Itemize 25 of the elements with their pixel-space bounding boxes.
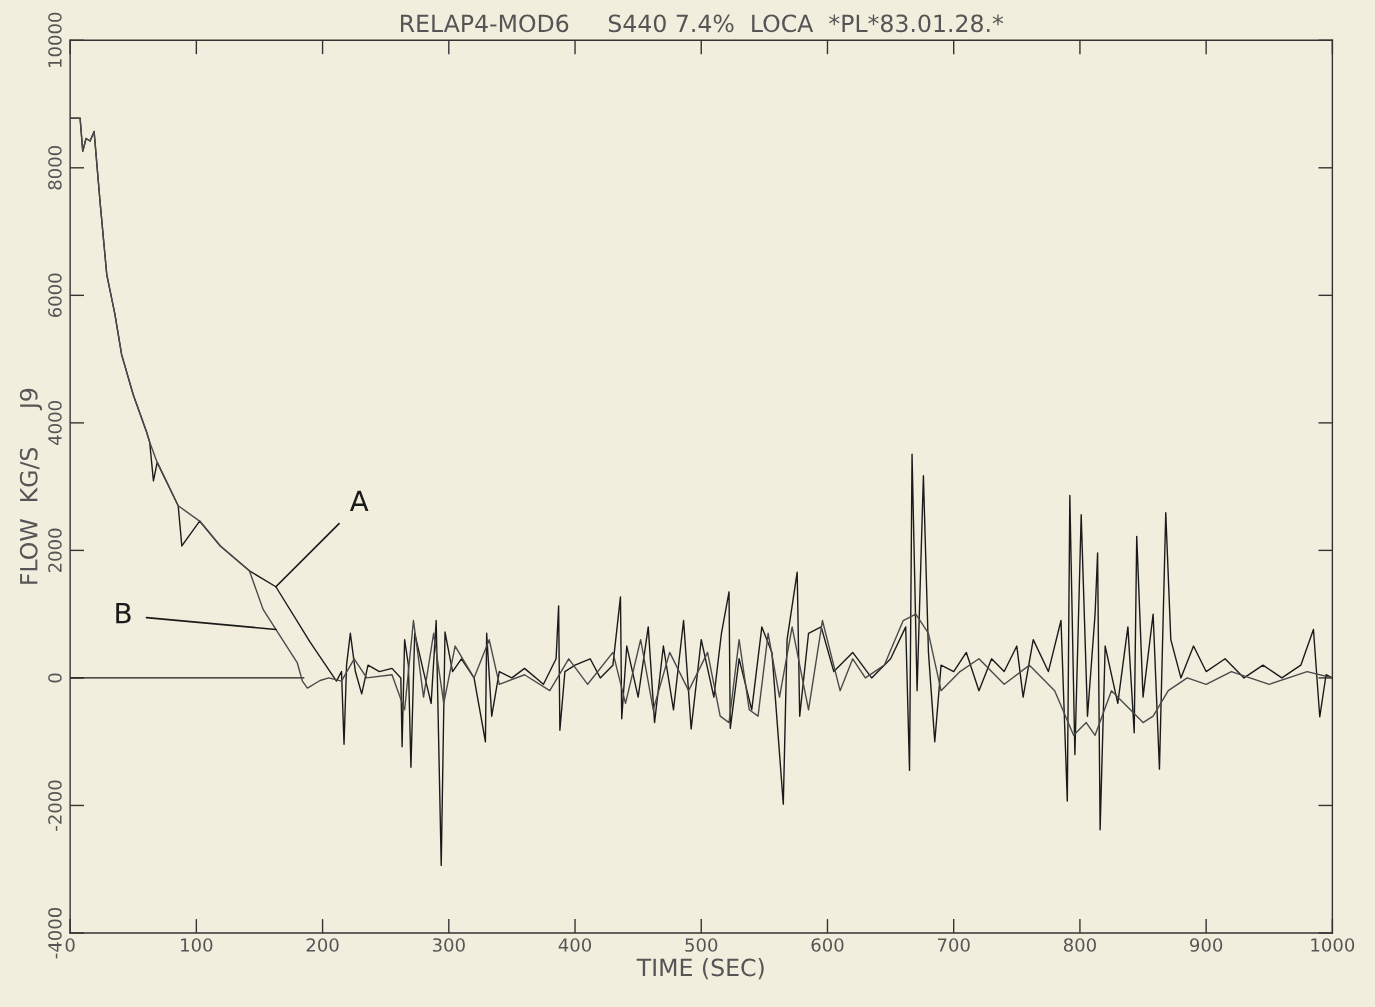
x-tick-label: 900 [1190,938,1223,952]
y-tick-label: 10000 [48,12,62,68]
y-tick-label: 6000 [48,273,62,318]
annotation: B [116,602,131,624]
x-tick-label: 400 [558,938,592,952]
y-tick-label: 8000 [48,146,62,190]
y-tick-label: -4000 [48,907,62,959]
x-tick-label: 1000 [1311,938,1355,952]
x-tick-label: 200 [306,938,339,952]
x-tick-label: 500 [685,938,718,952]
x-tick-label: 600 [811,938,844,952]
x-tick-label: 700 [937,938,970,952]
x-axis-title: TIME (SEC) [636,958,764,980]
y-tick-label: 0 [48,673,62,683]
y-tick-label: -2000 [48,780,62,831]
x-tick-label: 0 [65,938,75,952]
line-series [70,117,1333,737]
chart-title: RELAP4-MOD6 S440 7.4% LOCA *PL*83.01.28.* [400,14,1004,33]
x-tick-label: 100 [181,938,213,952]
x-tick-label: 300 [432,938,465,952]
x-tick-label: 800 [1063,938,1096,952]
y-axis-title: FLOW KG/S J9 [19,388,43,584]
y-tick-label: 4000 [48,401,62,445]
y-tick-label: 2000 [48,528,62,573]
annotation: A [349,490,369,512]
